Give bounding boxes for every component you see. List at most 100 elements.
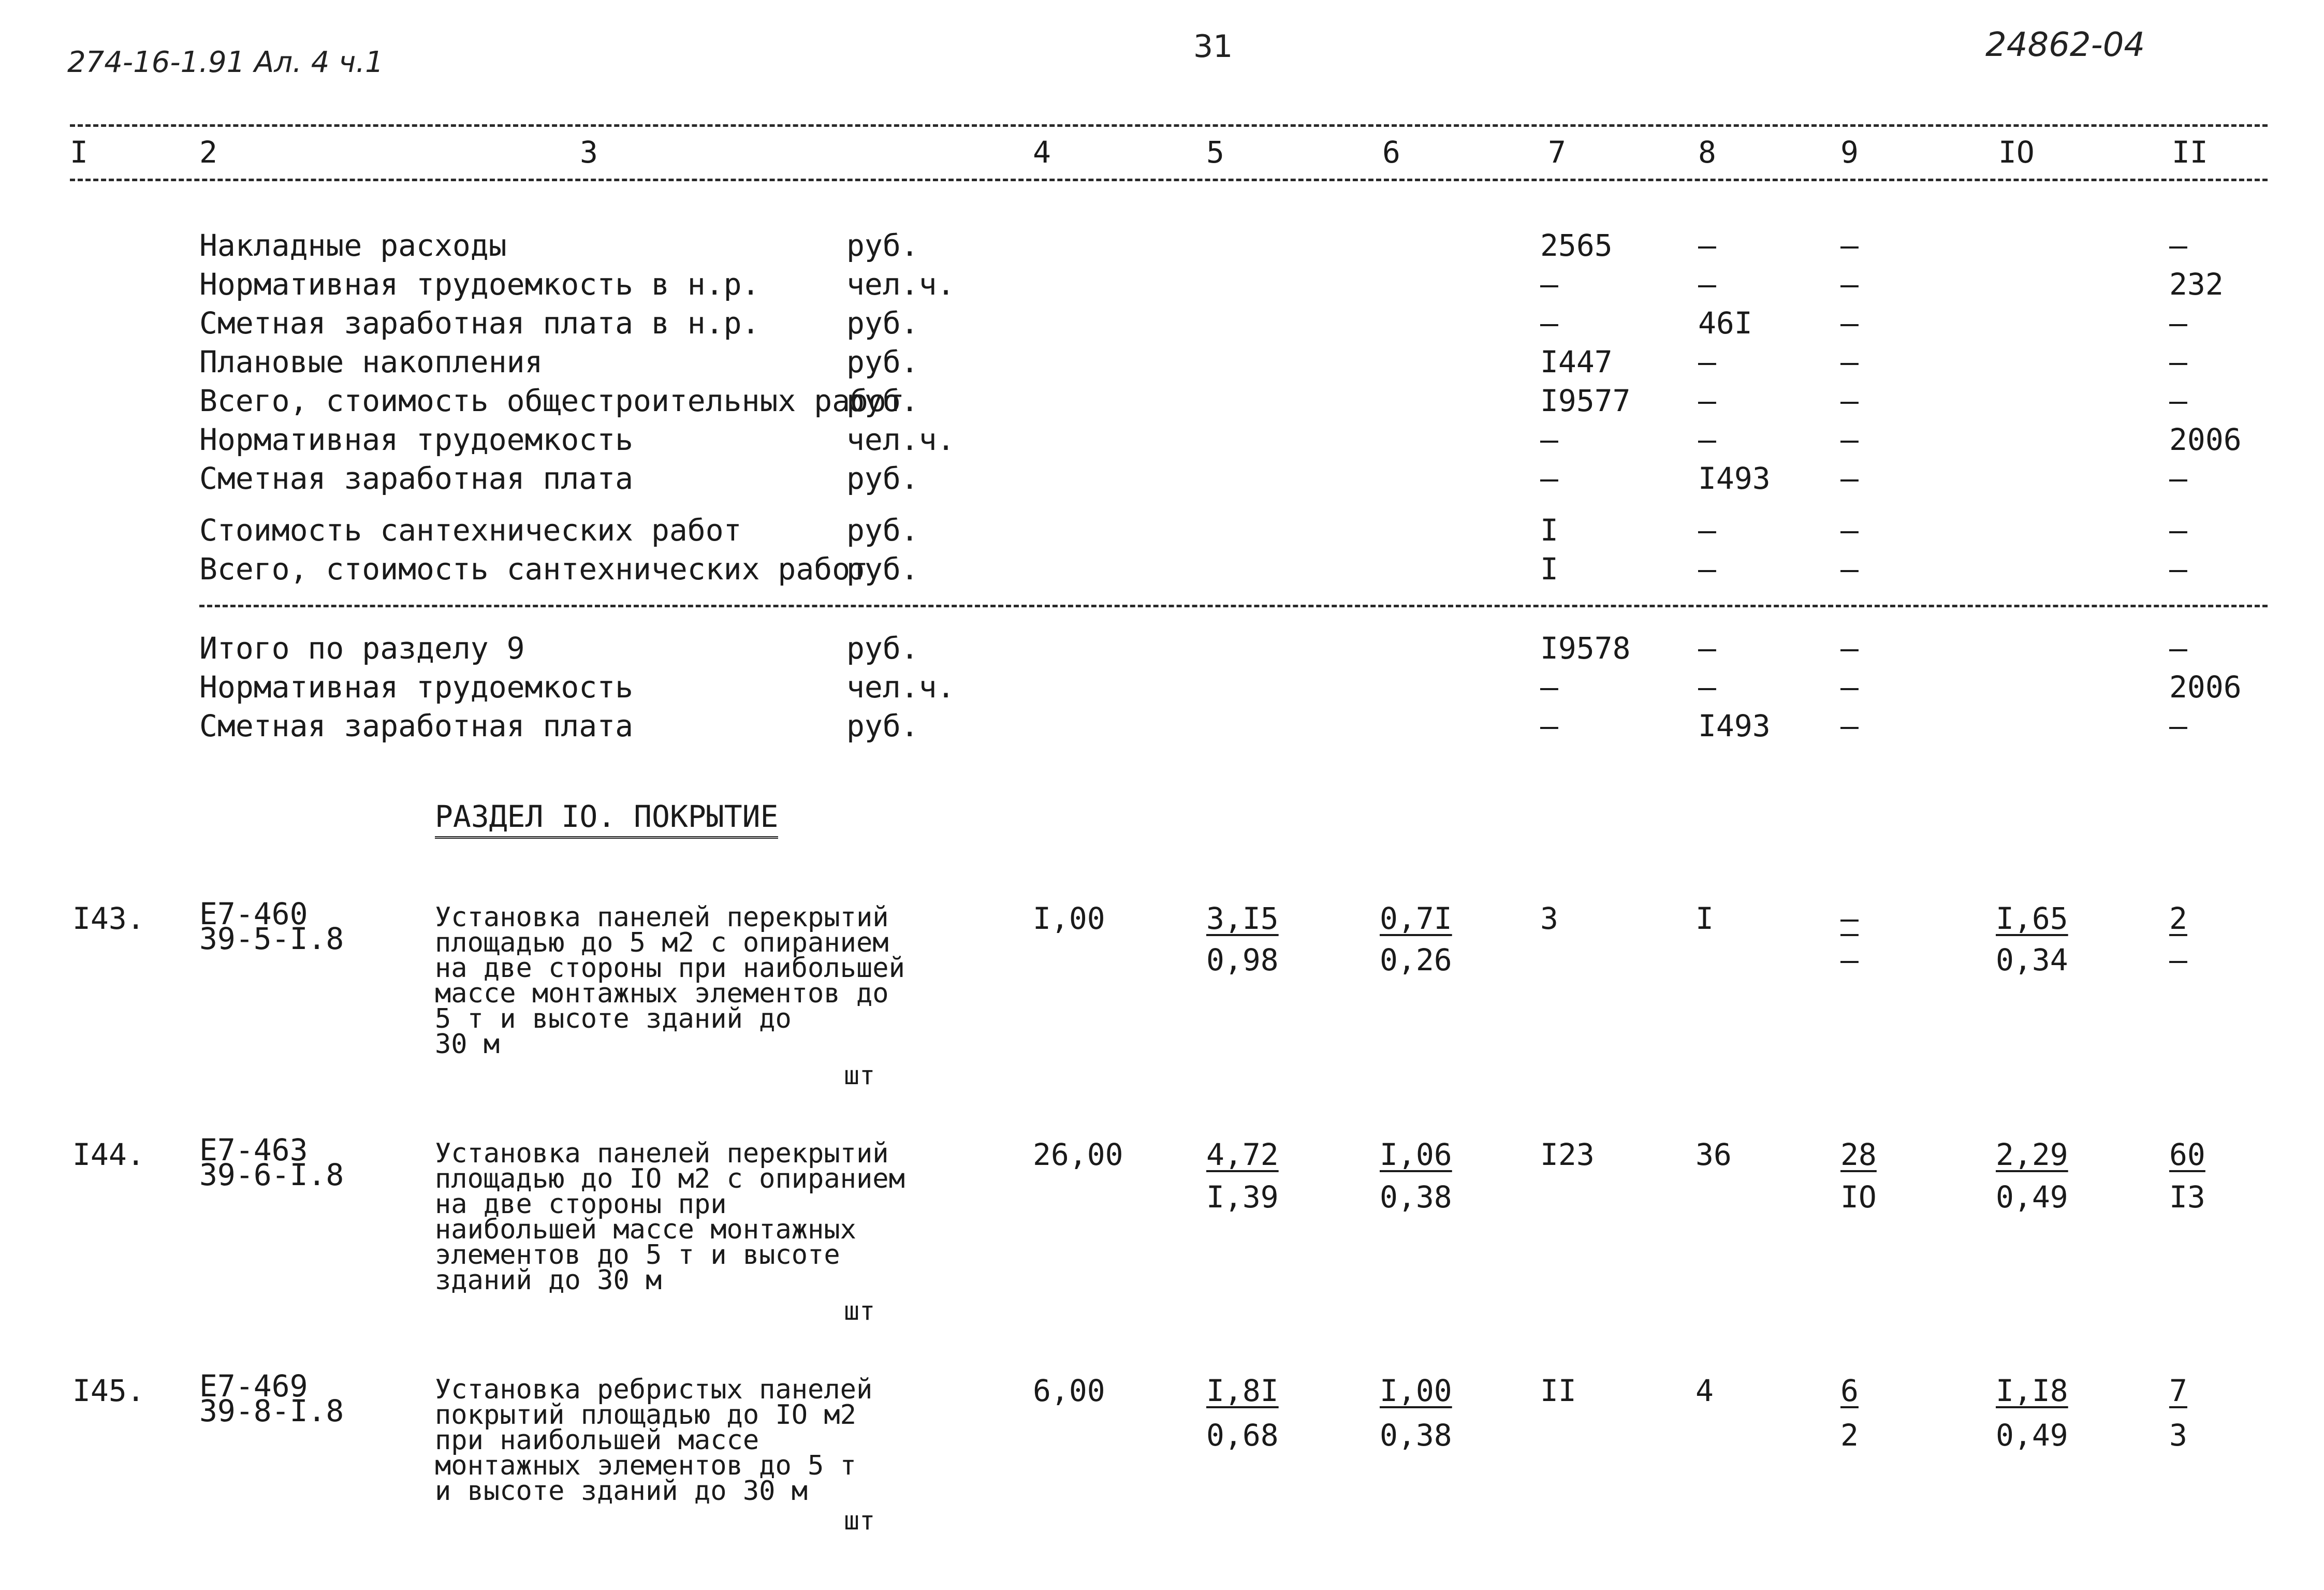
row-col11: – (2169, 551, 2187, 587)
item-col9-top: 28 (1840, 1137, 1877, 1172)
item-col6-bottom: 0,38 (1380, 1418, 1452, 1453)
item-quantity: I,00 (1033, 901, 1105, 936)
item-col5-bottom: 0,68 (1206, 1418, 1279, 1453)
row-col7: I447 (1540, 344, 1613, 380)
item-description: Установка ребристых панелей покрытий пло… (435, 1374, 873, 1507)
item-code: Е7-460 (199, 896, 308, 931)
item-reference: 39-8-I.8 (199, 1393, 344, 1428)
row-col9: – (1840, 551, 1859, 587)
item-col7: I23 (1540, 1137, 1595, 1172)
row-col8: – (1698, 228, 1716, 263)
item-col11-top: 7 (2169, 1373, 2187, 1408)
item-col10-bottom: 0,49 (1996, 1179, 2068, 1215)
header-bottom-rule (70, 179, 2268, 181)
row-col11: 2006 (2169, 669, 2242, 705)
row-unit: руб. (846, 344, 919, 380)
row-unit: руб. (846, 228, 919, 263)
item-col11-top: 60 (2169, 1137, 2205, 1172)
row-col7: I (1540, 551, 1558, 587)
item-col11-bottom: 3 (2169, 1418, 2187, 1453)
item-col7: II (1540, 1373, 1576, 1408)
row-col7: – (1540, 461, 1558, 496)
row-col11: – (2169, 228, 2187, 263)
row-col7: I9577 (1540, 383, 1631, 418)
item-col9-bottom: 2 (1840, 1418, 1859, 1453)
item-col5-top: 4,72 (1206, 1137, 1279, 1172)
item-col11-top: 2 (2169, 901, 2187, 936)
row-col8: – (1698, 383, 1716, 418)
item-col8: 36 (1696, 1137, 1732, 1172)
item-number: I45. (72, 1373, 145, 1408)
row-col8: 46I (1698, 305, 1752, 341)
row-unit: руб. (846, 708, 919, 743)
row-col9: – (1840, 267, 1859, 302)
item-unit: шт (844, 1060, 875, 1090)
item-col10-bottom: 0,49 (1996, 1418, 2068, 1453)
row-col9: – (1840, 669, 1859, 705)
row-col9: – (1840, 344, 1859, 380)
row-unit: чел.ч. (846, 669, 955, 705)
row-col11: 2006 (2169, 422, 2242, 457)
item-col11-bottom: – (2169, 942, 2187, 978)
row-col8: – (1698, 631, 1716, 666)
item-col11-bottom: I3 (2169, 1179, 2205, 1215)
item-description: Установка панелей перекрытий площадью до… (435, 902, 905, 1060)
row-unit: руб. (846, 461, 919, 496)
item-col6-bottom: 0,38 (1380, 1179, 1452, 1215)
row-col8: – (1698, 513, 1716, 548)
row-col7: I (1540, 513, 1558, 548)
column-header-10: IO (1998, 135, 2035, 170)
item-code: Е7-463 (199, 1132, 308, 1168)
item-quantity: 26,00 (1033, 1137, 1123, 1172)
row-col9: – (1840, 422, 1859, 457)
row-label: Накладные расходы (199, 228, 507, 263)
row-label: Нормативная трудоемкость в н.р. (199, 267, 760, 302)
item-quantity: 6,00 (1033, 1373, 1105, 1408)
row-unit: руб. (846, 513, 919, 548)
column-header-5: 5 (1206, 135, 1224, 170)
item-col6-bottom: 0,26 (1380, 942, 1452, 978)
section-title: РАЗДЕЛ IO. ПОКРЫТИЕ (435, 800, 779, 839)
section-separator-rule (199, 605, 2268, 607)
row-col11: – (2169, 383, 2187, 418)
row-col11: – (2169, 631, 2187, 666)
item-col6-top: I,06 (1380, 1137, 1452, 1172)
row-col8: – (1698, 422, 1716, 457)
item-col5-top: I,8I (1206, 1373, 1279, 1408)
row-unit: руб. (846, 305, 919, 341)
row-unit: чел.ч. (846, 422, 955, 457)
row-col9: – (1840, 228, 1859, 263)
row-col7: – (1540, 669, 1558, 705)
row-col11: 232 (2169, 267, 2224, 302)
item-col10-top: I,I8 (1996, 1373, 2068, 1408)
column-header-4: 4 (1033, 135, 1051, 170)
item-col5-bottom: I,39 (1206, 1179, 1279, 1215)
column-header-9: 9 (1840, 135, 1859, 170)
column-header-3: 3 (580, 135, 598, 170)
row-col11: – (2169, 708, 2187, 743)
row-label: Стоимость сантехнических работ (199, 513, 742, 548)
row-unit: руб. (846, 551, 919, 587)
row-col7: – (1540, 422, 1558, 457)
row-label: Всего, стоимость общестроительных работ (199, 383, 904, 418)
row-label: Сметная заработная плата (199, 708, 634, 743)
row-col9: – (1840, 513, 1859, 548)
row-label: Нормативная трудоемкость (199, 669, 634, 705)
item-col10-bottom: 0,34 (1996, 942, 2068, 978)
page-number: 31 (1193, 28, 1233, 65)
row-col11: – (2169, 513, 2187, 548)
item-col6-top: I,00 (1380, 1373, 1452, 1408)
row-col7: – (1540, 267, 1558, 302)
row-label: Нормативная трудоемкость (199, 422, 634, 457)
column-header-7: 7 (1548, 135, 1566, 170)
row-col8: I493 (1698, 461, 1771, 496)
row-col8: – (1698, 267, 1716, 302)
header-top-rule (70, 124, 2268, 127)
item-reference: 39-6-I.8 (199, 1157, 344, 1192)
item-col5-bottom: 0,98 (1206, 942, 1279, 978)
row-col9: – (1840, 305, 1859, 341)
item-reference: 39-5-I.8 (199, 921, 344, 956)
row-col8: – (1698, 551, 1716, 587)
item-col7: 3 (1540, 901, 1558, 936)
